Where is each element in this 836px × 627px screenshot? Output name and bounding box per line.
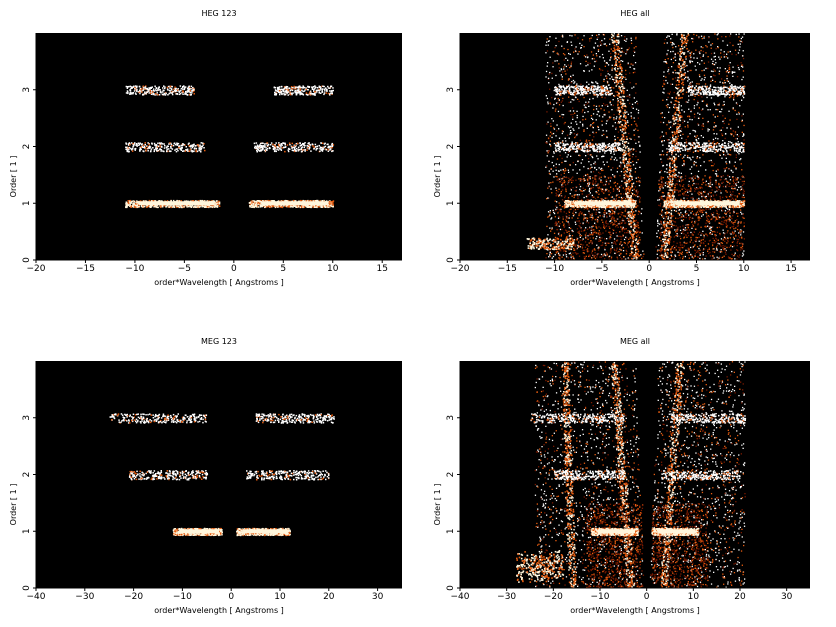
y-tick-label: 1 [22, 200, 32, 206]
panel-2: MEG 123 −40 −30 −20 −10 0 10 20 30 0 1 2 3 order*Wave… [9, 337, 402, 615]
x-tick-label: −15 [498, 264, 517, 274]
x-tick-label: 15 [376, 264, 387, 274]
event-cloud [109, 413, 335, 537]
x-tick-label: 10 [274, 592, 286, 602]
event-cloud [125, 85, 335, 209]
x-tick-label: −20 [544, 592, 563, 602]
x-tick-label: 10 [327, 264, 339, 274]
order-2-band [553, 470, 742, 481]
x-tick-label: 10 [688, 592, 700, 602]
y-tick-label: 3 [22, 87, 32, 93]
chart-title: MEG 123 [201, 337, 237, 346]
y-axis-label: Order [ 1 ] [433, 156, 442, 198]
y-tick-label: 3 [446, 415, 456, 421]
chart-title: HEG 123 [201, 9, 236, 18]
x-tick-label: 0 [644, 592, 650, 602]
x-axis-label: order*Wavelength [ Angstroms ] [570, 278, 700, 287]
x-tick-label: −5 [595, 264, 608, 274]
x-tick-label: −10 [545, 264, 564, 274]
x-tick-label: −40 [451, 592, 470, 602]
x-axis-label: order*Wavelength [ Angstroms ] [154, 278, 284, 287]
x-tick-label: 0 [228, 592, 234, 602]
y-tick-label: 2 [446, 472, 456, 478]
y-tick-label: 0 [22, 257, 32, 263]
order-1-band [590, 527, 700, 537]
event-cloud [526, 33, 746, 261]
y-tick-label: 2 [22, 472, 32, 478]
y-tick-label: 2 [22, 144, 32, 150]
x-tick-label: −40 [27, 592, 46, 602]
x-tick-label: −20 [124, 592, 143, 602]
x-tick-label: −5 [178, 264, 191, 274]
order-3-band [530, 413, 747, 424]
x-tick-label: 20 [323, 592, 335, 602]
x-tick-label: 30 [372, 592, 384, 602]
order-1-band [125, 199, 335, 209]
order-3-band [125, 85, 334, 96]
x-tick-label: −30 [75, 592, 94, 602]
y-tick-label: 1 [22, 528, 32, 534]
y-tick-label: 0 [446, 585, 456, 591]
x-axis-label: order*Wavelength [ Angstroms ] [154, 606, 284, 615]
plot-area [36, 361, 402, 588]
order-2-band [554, 142, 745, 153]
order-1-band [172, 527, 291, 537]
order-1-band [564, 199, 746, 209]
y-axis-label: Order [ 1 ] [9, 484, 18, 526]
panel-0: HEG 123 −20 −15 −10 −5 0 5 10 15 0 1 2 3 order*Wavele… [9, 9, 402, 287]
x-tick-label: −20 [451, 264, 470, 274]
panel-1: HEG all −20 −15 −10 −5 0 5 10 15 0 1 2 3 order*Wavele… [433, 9, 810, 287]
x-tick-label: −10 [173, 592, 192, 602]
y-tick-label: 3 [446, 87, 456, 93]
order-3-band [109, 413, 335, 424]
chart-title: MEG all [620, 337, 650, 346]
x-tick-label: 5 [280, 264, 286, 274]
x-axis-label: order*Wavelength [ Angstroms ] [570, 606, 700, 615]
y-axis-label: Order [ 1 ] [433, 484, 442, 526]
x-tick-label: −10 [125, 264, 144, 274]
x-tick-label: 10 [738, 264, 750, 274]
plot-area [460, 33, 810, 260]
x-tick-label: 30 [781, 592, 793, 602]
y-tick-label: 3 [22, 415, 32, 421]
y-tick-label: 0 [446, 257, 456, 263]
plot-area [460, 361, 810, 588]
y-tick-label: 0 [22, 585, 32, 591]
event-cloud [516, 361, 747, 589]
x-tick-label: 20 [734, 592, 746, 602]
x-tick-label: 0 [231, 264, 237, 274]
y-tick-label: 2 [446, 144, 456, 150]
x-tick-label: −10 [591, 592, 610, 602]
x-tick-label: 15 [785, 264, 796, 274]
x-tick-label: 0 [646, 264, 652, 274]
panel-3: MEG all −40 −30 −20 −10 0 10 20 30 0 1 2 3 order*Wave… [433, 337, 810, 615]
x-tick-label: −20 [27, 264, 46, 274]
y-axis-label: Order [ 1 ] [9, 156, 18, 198]
order-2-band [125, 142, 335, 153]
order-3-band [554, 85, 746, 96]
y-tick-label: 1 [446, 200, 456, 206]
chart-title: HEG all [620, 9, 649, 18]
x-tick-label: −30 [497, 592, 516, 602]
y-tick-label: 1 [446, 528, 456, 534]
x-tick-label: 5 [694, 264, 700, 274]
order-2-band [128, 470, 330, 481]
plot-area [36, 33, 402, 260]
x-tick-label: −15 [76, 264, 95, 274]
